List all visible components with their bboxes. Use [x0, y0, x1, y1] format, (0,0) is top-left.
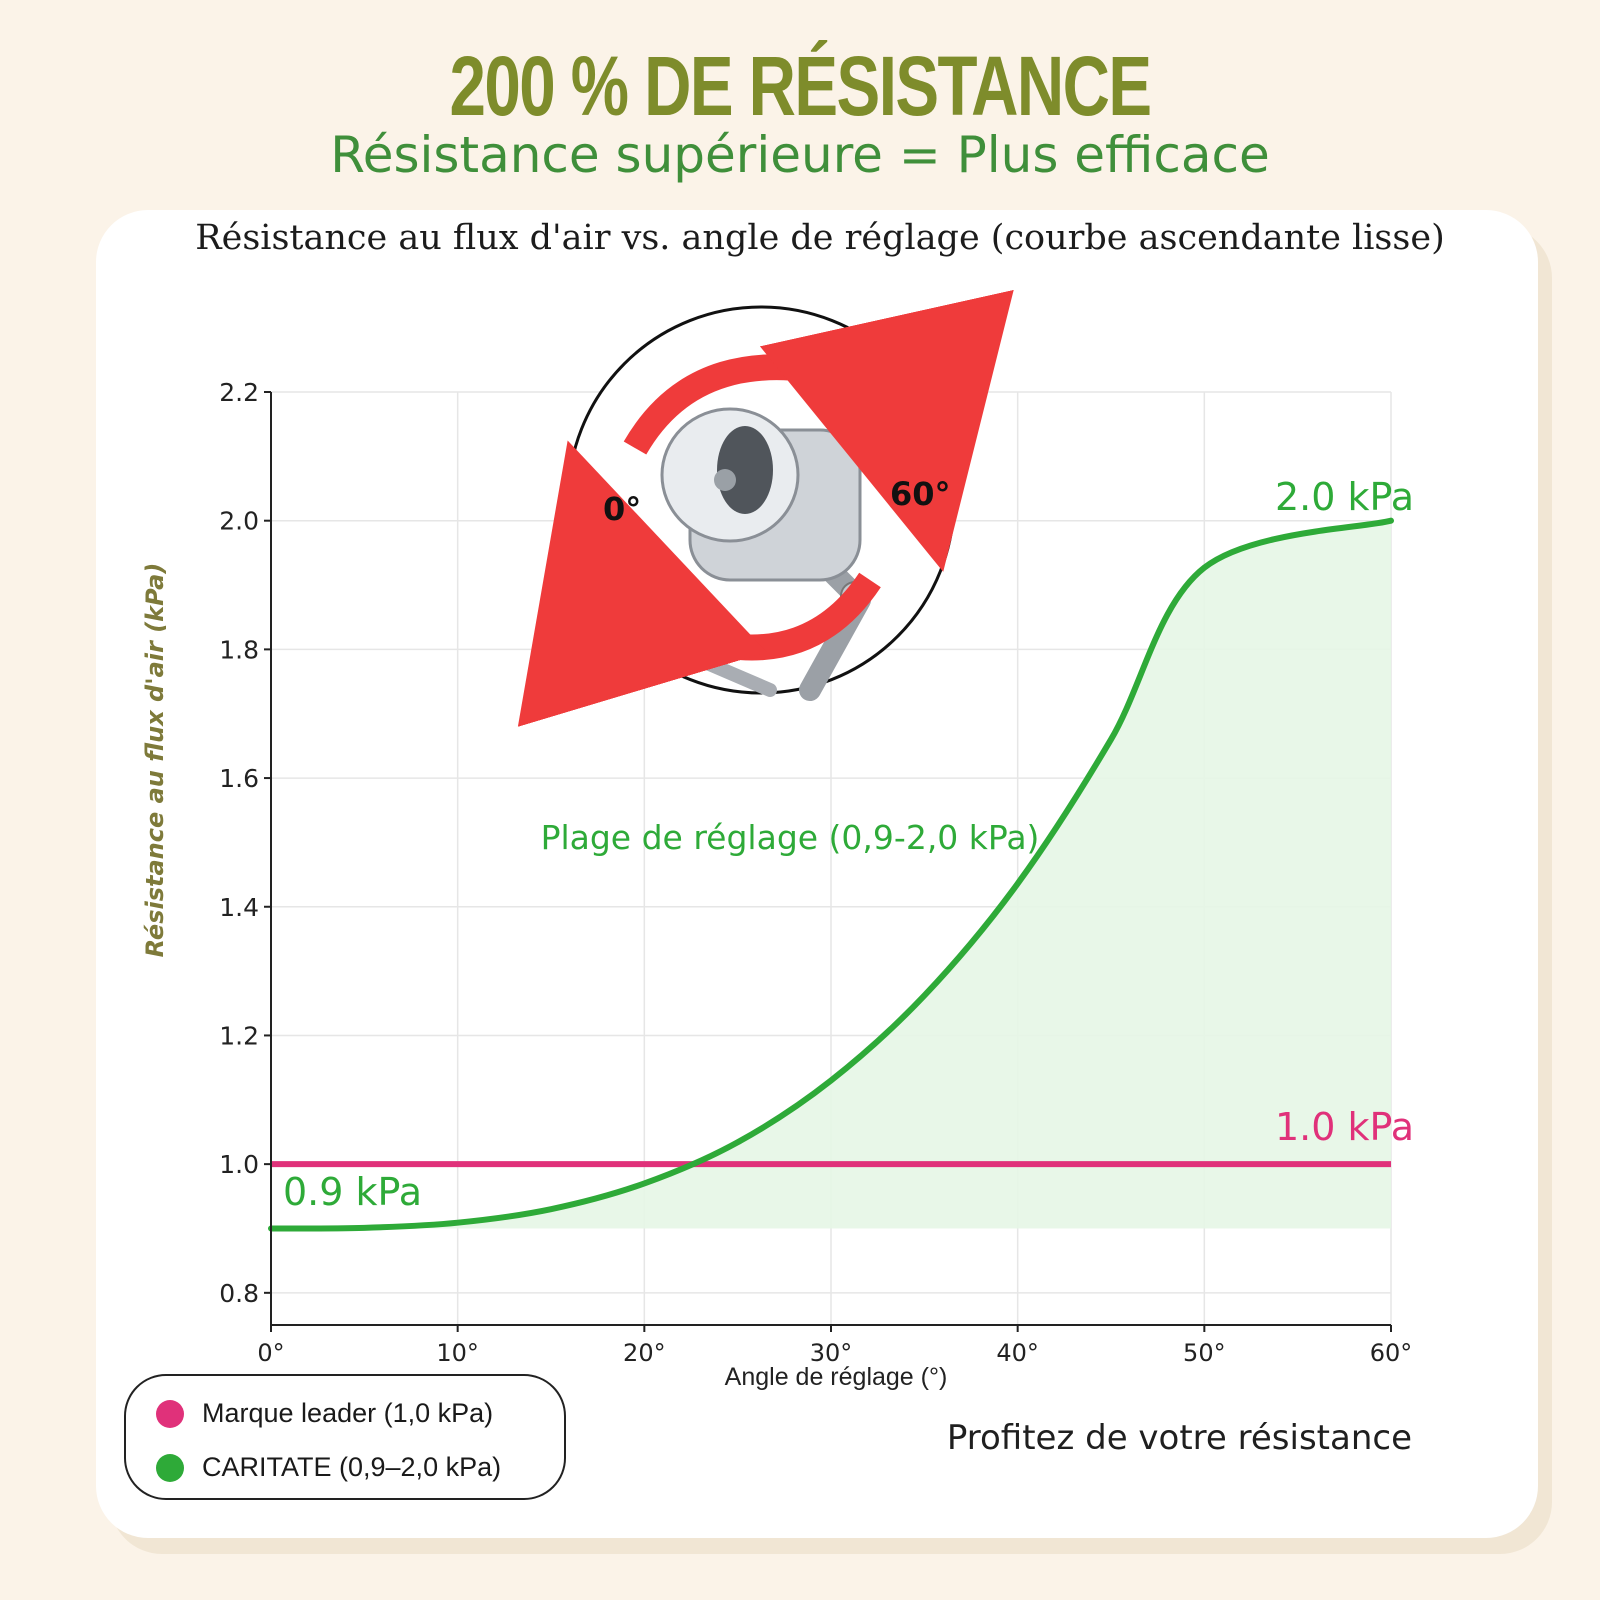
y-tick-label: 1.8 — [219, 635, 259, 664]
series-lines — [268, 517, 1394, 1232]
x-tick-label: 40° — [996, 1339, 1039, 1367]
x-axis-label: Angle de réglage (°) — [725, 1363, 948, 1391]
legend: Marque leader (1,0 kPa) CARITATE (0,9–2,… — [124, 1374, 566, 1500]
rotate-arrow-top — [623, 289, 1014, 572]
range-fill — [271, 520, 1391, 1229]
legend-item-leader: Marque leader (1,0 kPa) — [156, 1398, 493, 1429]
x-tick-label: 50° — [1183, 1339, 1226, 1367]
rotate-arrow-bottom — [517, 440, 881, 727]
adjustment-dial-illustration: 0° 60° — [517, 289, 1014, 727]
y-tick-label: 1.0 — [219, 1150, 259, 1179]
chart-title: Résistance au flux d'air vs. angle de ré… — [195, 218, 1445, 258]
y-tick-label: 1.2 — [219, 1021, 259, 1050]
y-tick-label: 2.0 — [219, 507, 259, 536]
y-tick-label: 1.4 — [219, 893, 259, 922]
legend-label-caritate: CARITATE (0,9–2,0 kPa) — [202, 1452, 502, 1482]
footer-tagline: Profitez de votre résistance — [946, 1418, 1412, 1458]
x-tick-label: 20° — [623, 1339, 666, 1367]
x-tick-label: 60° — [1370, 1339, 1413, 1367]
valve-pin — [714, 469, 736, 491]
legend-label-leader: Marque leader (1,0 kPa) — [202, 1398, 494, 1428]
y-tick-label: 2.2 — [219, 378, 259, 407]
dial-max-label: 60° — [890, 475, 951, 513]
end-value-label: 2.0 kPa — [1275, 475, 1414, 519]
range-fill-area — [271, 520, 1391, 1229]
headline: 200 % DE RÉSISTANCE — [449, 39, 1152, 133]
y-axis-label: Résistance au flux d'air (kPa) — [141, 563, 169, 958]
range-label: Plage de réglage (0,9-2,0 kPa) — [541, 818, 1040, 857]
x-tick-label: 30° — [810, 1339, 853, 1367]
x-tick-label: 10° — [436, 1339, 479, 1367]
legend-swatch-caritate — [156, 1453, 184, 1482]
legend-item-caritate: CARITATE (0,9–2,0 kPa) — [156, 1452, 501, 1483]
leader-value-label: 1.0 kPa — [1275, 1105, 1414, 1149]
subheadline: Résistance supérieure = Plus efficace — [330, 126, 1270, 184]
caritate-curve — [268, 517, 1394, 1232]
start-value-label: 0.9 kPa — [283, 1170, 422, 1214]
x-tick-label: 0° — [257, 1339, 284, 1367]
y-tick-label: 0.8 — [219, 1279, 259, 1308]
tick-labels: 0° 10° 20° 30° 40° 50° 60° 0.8 1.0 1.2 1.4 1.6 1.8 2.… — [219, 378, 1412, 1367]
y-tick-label: 1.6 — [219, 764, 259, 793]
legend-swatch-leader — [156, 1399, 184, 1428]
dial-min-label: 0° — [603, 490, 641, 528]
